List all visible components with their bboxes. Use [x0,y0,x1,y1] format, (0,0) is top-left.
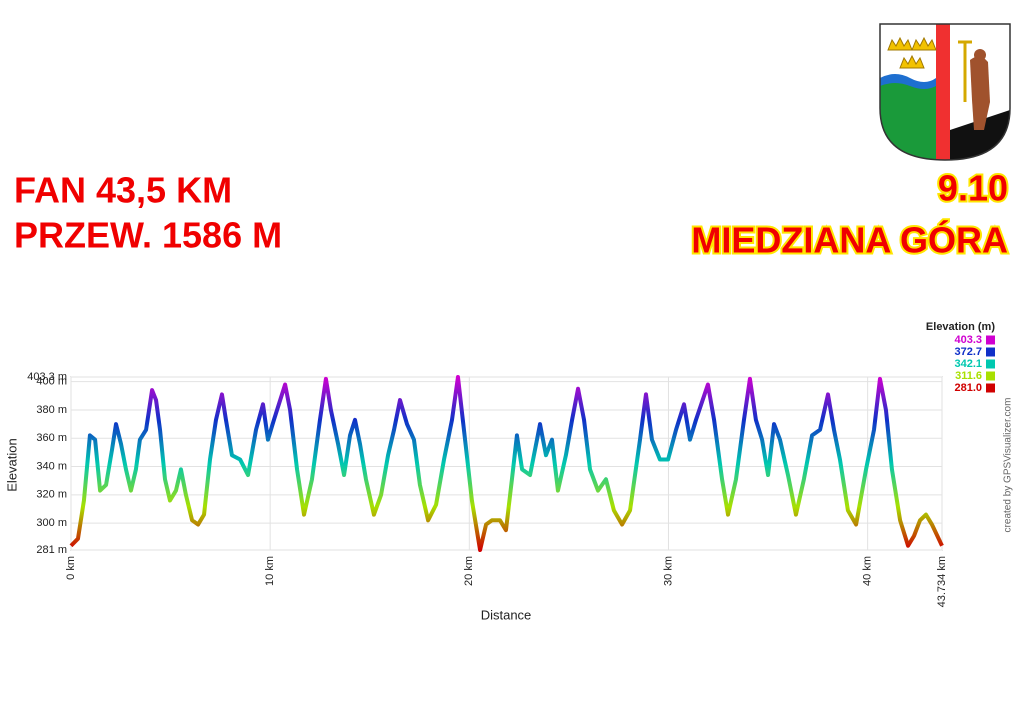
legend-swatch [986,335,995,345]
x-axis-label: Distance [481,607,532,622]
legend-title: Elevation (m) [926,321,995,333]
x-tick-label: 0 km [65,556,77,580]
y-tick-label: 403.3 m [27,371,67,383]
y-tick-label: 340 m [36,460,67,472]
legend-swatch [986,359,995,369]
header-place: MIEDZIANA GÓRA [691,219,1008,261]
header-line: FAN 43,5 KM [14,170,232,211]
x-tick-label: 20 km [463,556,475,586]
legend-label: 281.0 [954,382,982,394]
legend-swatch [986,347,995,357]
x-tick-label: 43.734 km [936,556,948,607]
y-tick-label: 281 m [36,544,67,556]
legend-label: 403.3 [954,334,982,346]
y-tick-label: 400 m [36,376,67,388]
y-tick-label: 360 m [36,432,67,444]
legend-label: 311.6 [955,370,982,382]
credit: created by GPSVisualizer.com [1003,398,1014,533]
header-line: PRZEW. 1586 M [14,215,282,256]
y-tick-label: 320 m [36,489,67,501]
x-tick-label: 40 km [862,556,874,586]
legend-swatch [986,383,995,393]
y-axis-label: Elevation [4,438,19,491]
elevation-line [69,375,944,552]
coat-of-arms [879,23,1011,161]
legend-label: 342.1 [954,358,982,370]
y-tick-label: 380 m [36,404,67,416]
x-tick-label: 10 km [264,556,276,586]
y-tick-label: 300 m [36,517,67,529]
chart: Distance Elevation created by GPSVisuali… [4,321,1013,623]
legend-swatch [986,371,995,381]
header-date: 9.10 [938,168,1008,209]
legend-label: 372.7 [954,346,982,358]
x-tick-label: 30 km [662,556,674,586]
